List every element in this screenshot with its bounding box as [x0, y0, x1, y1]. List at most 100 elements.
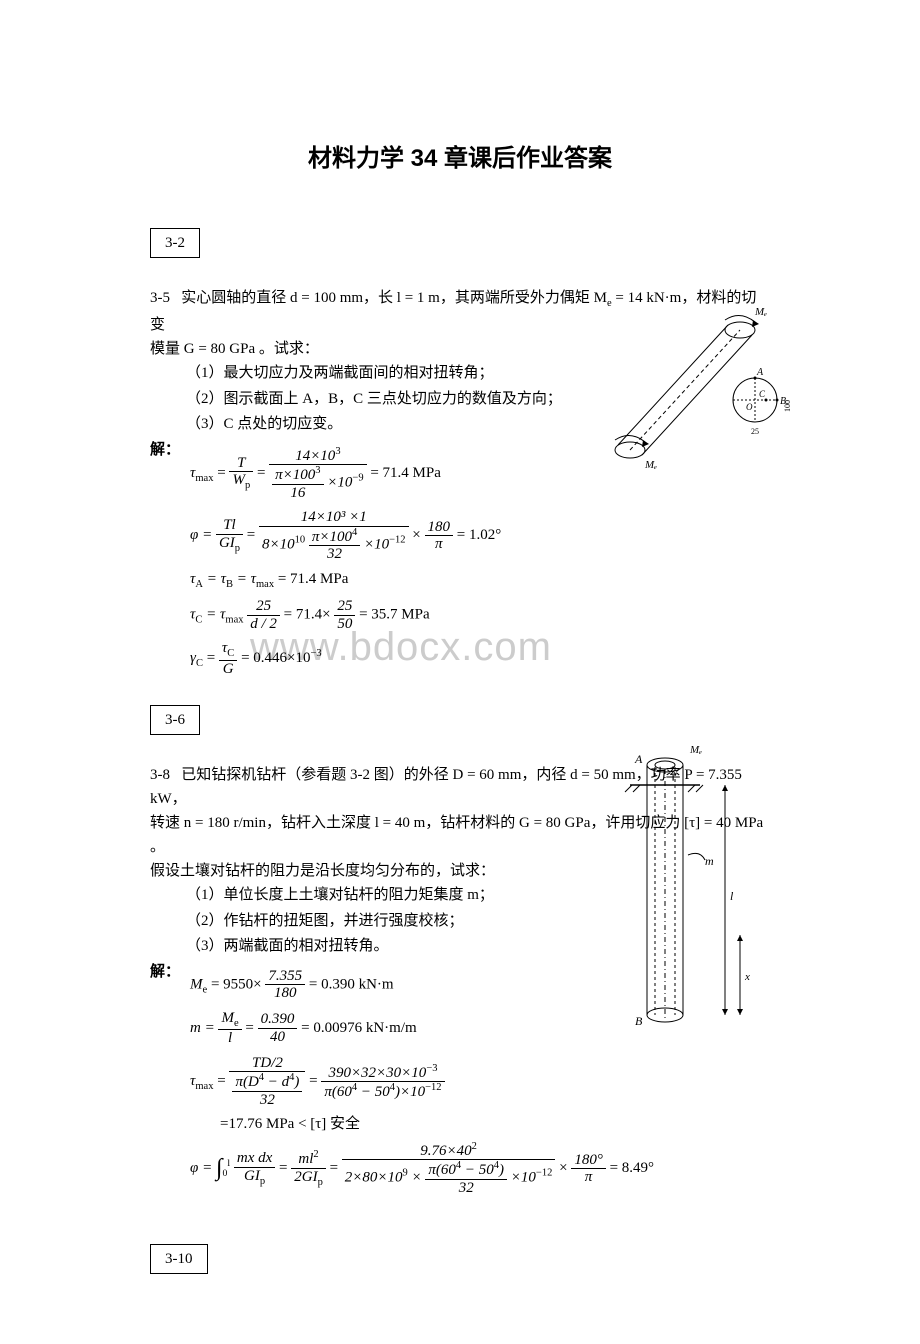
eq-38-3-f2da: π(60	[324, 1084, 352, 1100]
eq-38-5-f2ds: p	[318, 1177, 323, 1188]
eq-38-5-f3ds1: 9	[403, 1168, 408, 1179]
section-tag-1: 3-2	[150, 228, 200, 258]
eq-38-5-f2d: 2GI	[294, 1169, 317, 1185]
eq-38-1: Me = 9550× 7.355180 = 0.390 kN·m	[190, 968, 654, 1002]
eq-38-5-cn: 180°	[571, 1152, 606, 1170]
eq-38-5-l: φ =	[190, 1160, 216, 1176]
eq-38-5-f2ns: 2	[313, 1149, 318, 1160]
eq-38-3-e: =	[217, 1073, 229, 1089]
eq-35-3-c: = τ	[237, 571, 256, 587]
eq-38-3-f1da: π(D	[235, 1074, 258, 1090]
problem-38-header: 3-8 已知钻探机钻杆（参看题 3-2 图）的外径 D = 60 mm，内径 d…	[150, 763, 770, 883]
eq-38-5-f3n: 9.76×40	[420, 1143, 471, 1159]
eq-38-5-f3ns: 2	[472, 1141, 477, 1152]
eq-38-3-f1dc: )	[294, 1074, 299, 1090]
eq-38-4: =17.76 MPa < [τ] 安全	[220, 1116, 654, 1133]
eq-35-1: τmax = TWp = 14×103 π×100316 ×10−9 = 71.…	[190, 446, 501, 502]
page-title: 材料力学 34 章课后作业答案	[150, 140, 770, 178]
eq-38-5-r: = 8.49°	[610, 1160, 654, 1176]
eq-35-2-denc: 32	[309, 546, 360, 563]
eq-35-1-den1s: 3	[315, 465, 320, 476]
problem-35-number: 3-5	[150, 290, 170, 306]
eq-38-2-l: m =	[190, 1020, 218, 1036]
eq-38-5-f3dg: ×10	[511, 1170, 536, 1186]
eq-38-2-f2d: 40	[258, 1029, 298, 1046]
eq-35-5-rs: −3	[310, 648, 321, 659]
eq-35-5-r: = 0.446×10	[241, 650, 310, 666]
eq-38-1-l: M	[190, 976, 203, 992]
eq-35-4: τC = τmax 25d / 2 = 71.4× 2550 = 35.7 MP…	[190, 598, 501, 632]
problem-35-item1: （1）最大切应力及两端截面间的相对扭转角；	[186, 361, 770, 387]
eq-35-4-c: C	[195, 615, 202, 626]
integral-icon: ∫	[216, 1155, 223, 1181]
eq-35-1-sub: max	[195, 473, 213, 484]
eq-35-1-factor: ×10	[327, 475, 352, 491]
eq-38-5-cd: π	[571, 1169, 606, 1186]
eq-38-5-f3dc: π(60	[428, 1162, 456, 1178]
eq-35-4-m: max	[225, 615, 243, 626]
eq-38-1-a: = 9550×	[211, 976, 262, 992]
problem-38-stmt-a: 已知钻探机钻杆（参看题 3-2 图）的外径 D = 60 mm，内径 d = 5…	[150, 767, 742, 807]
eq-38-5-il: 0	[223, 1168, 228, 1179]
eq-35-1-res: = 71.4 MPa	[370, 465, 441, 481]
problem-38-sol-label: 解：	[150, 960, 180, 984]
eq-35-1-num1: 14×10	[295, 448, 335, 464]
problem-38-stmt-c: 假设土壤对钻杆的阻力是沿长度均匀分布的，试求：	[150, 863, 495, 879]
eq-38-3-f2db: − 50	[357, 1084, 390, 1100]
eq-35-1-Wpsub: p	[245, 480, 250, 491]
problem-35-item3: （3）C 点处的切应变。	[186, 412, 770, 438]
problem-35-stmt-c: 模量 G = 80 GPa 。试求：	[150, 341, 319, 357]
eq-38-5-f1n: mx dx	[234, 1150, 275, 1168]
problem-38-item1: （1）单位长度上土壤对钻杆的阻力矩集度 m；	[186, 883, 770, 909]
eq-38-2: m = Mel = 0.39040 = 0.00976 kN·m/m	[190, 1010, 654, 1047]
eq-35-1-den1b: 16	[272, 485, 323, 502]
eq-35-4-f2n: 25	[334, 598, 355, 616]
problem-35-sol-label: 解：	[150, 438, 180, 462]
problem-38-item3: （3）两端截面的相对扭转角。	[186, 934, 770, 960]
eq-35-2-GIp: GI	[219, 535, 235, 551]
eq-35-4-f1n: 25	[247, 598, 280, 616]
eq-35-1-den1a: π×100	[275, 467, 315, 483]
eq-38-3-f1n: TD/2	[229, 1055, 305, 1073]
eq-38-5-f3db: ×	[412, 1170, 426, 1186]
eq-38-1-n: 7.355	[265, 968, 305, 986]
eq-35-2-denb: π×100	[312, 529, 352, 545]
eq-35-4-res: = 35.7 MPa	[359, 607, 430, 623]
diag1-100: 100	[783, 400, 790, 412]
eq-38-5-f3ds4: −12	[536, 1168, 552, 1179]
eq-35-2-Tl: Tl	[216, 517, 243, 535]
eq-35-2-cd: π	[425, 536, 454, 553]
eq-38-2-m: =	[245, 1020, 257, 1036]
eq-35-4-f1d: d / 2	[247, 616, 280, 633]
eq-38-5-f3da: 2×80×10	[345, 1170, 403, 1186]
eq-38-5-f1d: GI	[244, 1168, 260, 1184]
eq-35-4-f2d: 50	[334, 616, 355, 633]
eq-38-2-f1n: M	[221, 1010, 234, 1026]
eq-38-5-e2: =	[330, 1160, 342, 1176]
eq-35-2-lhs: φ =	[190, 527, 212, 543]
eq-35-4-mid: = 71.4×	[284, 607, 331, 623]
eq-35-2-dends: −12	[389, 534, 405, 545]
eq-35-3-d: = 71.4 MPa	[278, 571, 349, 587]
eq-35-3-b: = τ	[207, 571, 226, 587]
problem-35-item2: （2）图示截面上 A，B，C 三点处切应力的数值及方向；	[186, 387, 770, 413]
eq-38-5-e1: =	[279, 1160, 291, 1176]
eq-35-5-ns: C	[227, 648, 234, 659]
eq-35-1-T: T	[229, 455, 253, 473]
eq-35-1-num1s: 3	[335, 446, 340, 457]
eq-35-2-res: = 1.02°	[457, 527, 501, 543]
eq-38-1-s: e	[203, 984, 208, 995]
problem-38-number: 3-8	[150, 767, 170, 783]
section-tag-3: 3-10	[150, 1244, 208, 1274]
eq-38-3-f2ns: −3	[426, 1063, 437, 1074]
eq-38-5-f3df: 32	[425, 1180, 507, 1197]
eq-38-3-m: =	[309, 1073, 321, 1089]
eq-35-4-e: = τ	[206, 607, 225, 623]
eq-38-1-r: = 0.390 kN·m	[309, 976, 394, 992]
problem-38-item2: （2）作钻杆的扭矩图，并进行强度校核；	[186, 909, 770, 935]
eq-38-3-f2n: 390×32×30×10	[328, 1065, 426, 1081]
eq-35-1-Wp: W	[232, 472, 245, 488]
eq-35-3: τA = τB = τmax = 71.4 MPa	[190, 571, 501, 591]
problem-35-items: （1）最大切应力及两端截面间的相对扭转角； （2）图示截面上 A，B，C 三点处…	[186, 361, 770, 438]
problem-35-header: 3-5 实心圆轴的直径 d = 100 mm，长 l = 1 m，其两端所受外力…	[150, 286, 770, 361]
